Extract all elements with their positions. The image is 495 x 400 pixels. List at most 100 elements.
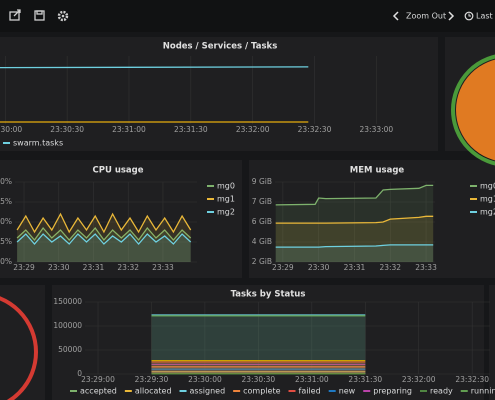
series-area (151, 369, 366, 374)
legend-item: swarm.tasks (3, 139, 63, 148)
legend-label: assigned (190, 387, 226, 396)
x-tick-label: 23:33 (152, 263, 174, 272)
panel (249, 160, 495, 278)
x-tick-label: 23:32:30 (298, 125, 332, 134)
legend-label: mg1 (480, 195, 495, 204)
y-tick-label: 9 GiB (252, 177, 272, 186)
y-tick-label: 15% (0, 197, 12, 206)
x-tick-label: 23:31:00 (112, 125, 146, 134)
series-line (275, 184, 434, 206)
x-tick-label: 23:31:30 (348, 375, 382, 384)
series-area (151, 315, 366, 374)
x-tick-label: 23:31:30 (174, 125, 208, 134)
y-tick-label: 0% (0, 257, 12, 266)
x-tick-label: 23:32:00 (402, 375, 436, 384)
series-line (16, 226, 192, 242)
panel-title: Tasks by Status (231, 290, 306, 300)
legend-label: mg0 (217, 182, 235, 191)
series-area (275, 244, 434, 262)
y-tick-label: 20% (0, 177, 12, 186)
legend-item: running (460, 387, 495, 396)
legend-label: failed (299, 387, 321, 396)
save-button[interactable] (34, 10, 45, 21)
y-tick-label: 6 GiB (252, 217, 272, 226)
y-tick-label: 7 GiB (252, 197, 272, 206)
legend-label: swarm.tasks (13, 139, 63, 148)
legend-item: mg2 (470, 208, 495, 217)
legend-item: allocated (124, 387, 172, 396)
x-tick-label: 23:29:30 (135, 375, 169, 384)
legend-label: running (471, 387, 495, 396)
gauge (451, 54, 495, 166)
legend-item: failed (288, 387, 321, 396)
series-line (0, 66, 309, 69)
legend-item: mg1 (470, 195, 495, 204)
legend-item: ready (420, 387, 453, 396)
legend-item: mg2 (207, 208, 235, 217)
legend-label: preparing (373, 387, 412, 396)
panel (489, 285, 495, 400)
legend-label: mg1 (217, 195, 235, 204)
y-tick-label: 0 (77, 369, 82, 378)
y-tick-label: 5% (0, 237, 12, 246)
x-tick-label: 23:30 (308, 263, 330, 272)
share-button[interactable] (9, 9, 21, 21)
series-area (151, 364, 366, 374)
panel-title: MEM usage (350, 166, 405, 176)
series-line (275, 244, 434, 248)
y-tick-label: 10% (0, 217, 12, 226)
x-tick-label: 23:31 (83, 263, 105, 272)
x-tick-label: 23:33:00 (360, 125, 394, 134)
panel (0, 37, 438, 151)
series-line (16, 212, 192, 234)
zoom-out-button[interactable]: Zoom Out (392, 11, 446, 21)
legend-item: mg0 (207, 182, 235, 191)
series-line (275, 215, 434, 224)
series-area (17, 214, 191, 262)
legend-item: preparing (363, 387, 412, 396)
panel-title: CPU usage (92, 166, 143, 176)
zoom-out-label: Zoom Out (406, 12, 446, 21)
x-tick-label: 23:29 (13, 263, 35, 272)
legend-label: complete (243, 387, 280, 396)
panel (0, 160, 242, 278)
legend-label: new (339, 387, 356, 396)
x-tick-label: 23:30:00 (0, 125, 22, 134)
x-tick-label: 23:32 (117, 263, 139, 272)
x-tick-label: 23:32:00 (236, 125, 270, 134)
settings-button[interactable] (57, 10, 69, 22)
x-tick-label: 23:32 (379, 263, 401, 272)
y-tick-label: 100000 (53, 321, 82, 330)
time-range-label: Last 5 (476, 12, 495, 21)
x-tick-label: 23:32:30 (455, 375, 489, 384)
panel (52, 285, 484, 400)
legend-label: mg2 (217, 208, 235, 217)
series-area (151, 315, 366, 374)
x-tick-label: 23:30:30 (242, 375, 276, 384)
legend-item: new (328, 387, 356, 396)
legend-item: mg1 (207, 195, 235, 204)
legend-label: accepted (80, 387, 117, 396)
x-tick-label: 23:29:00 (81, 375, 115, 384)
x-tick-label: 23:29 (272, 263, 294, 272)
gauge (0, 296, 38, 400)
forward-button[interactable] (448, 11, 455, 21)
legend-item: mg0 (470, 182, 495, 191)
top-bar (0, 0, 495, 32)
x-tick-label: 23:30:30 (50, 125, 84, 134)
series-area (275, 216, 434, 262)
legend-label: allocated (135, 387, 172, 396)
time-range-picker[interactable]: Last 5 (464, 12, 495, 21)
legend-item: accepted (70, 387, 117, 396)
x-tick-label: 23:31:00 (295, 375, 329, 384)
legend-label: mg2 (480, 208, 495, 217)
x-tick-label: 23:30 (48, 263, 70, 272)
y-tick-label: 2 GiB (252, 257, 272, 266)
panel-title: Nodes / Services / Tasks (163, 42, 278, 52)
x-tick-label: 23:31 (344, 263, 366, 272)
series-area (17, 234, 191, 262)
y-tick-label: 4 GiB (252, 237, 272, 246)
x-tick-label: 23:30:00 (188, 375, 222, 384)
legend-item: assigned (179, 387, 226, 396)
